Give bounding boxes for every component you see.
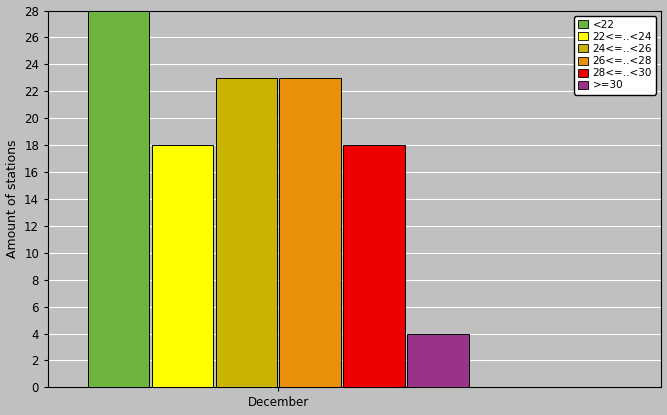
Bar — [344, 145, 405, 388]
Bar — [88, 10, 149, 388]
Bar — [151, 145, 213, 388]
Legend: <22, 22<=..<24, 24<=..<26, 26<=..<28, 28<=..<30, >=30: <22, 22<=..<24, 24<=..<26, 26<=..<28, 28… — [574, 16, 656, 95]
Bar — [215, 78, 277, 388]
Y-axis label: Amount of stations: Amount of stations — [5, 140, 19, 258]
Bar — [279, 78, 341, 388]
Bar — [407, 334, 468, 388]
